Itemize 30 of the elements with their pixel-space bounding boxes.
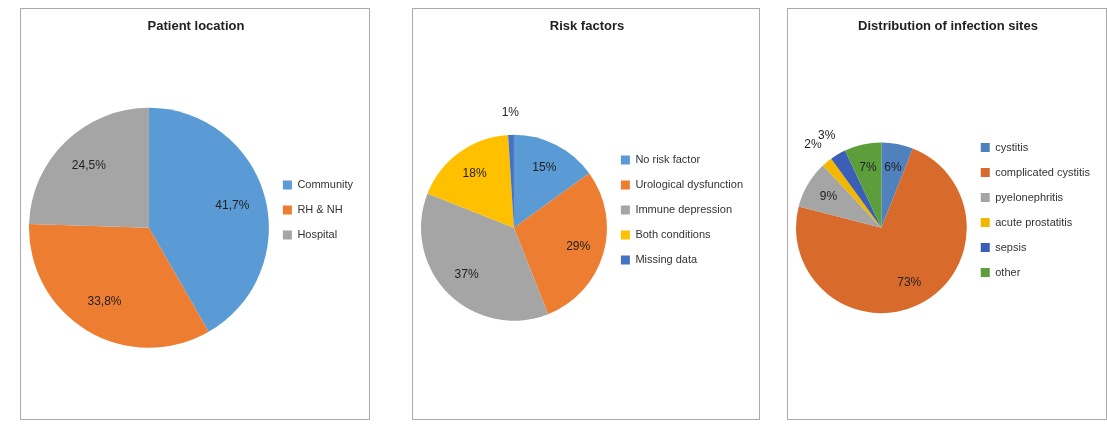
data-label: 41,7%: [215, 197, 250, 212]
data-label: 6%: [884, 159, 902, 174]
data-label: 37%: [454, 267, 479, 282]
legend-label: No risk factor: [635, 153, 701, 166]
chart-title: Patient location: [147, 18, 245, 34]
data-label: 7%: [859, 160, 877, 175]
data-label: 9%: [819, 188, 838, 203]
data-label: 29%: [566, 238, 591, 253]
legend-label: Hospital: [297, 228, 338, 241]
legend-label: other: [995, 265, 1021, 278]
legend-label: RH & NH: [297, 203, 343, 216]
data-label: 24,5%: [71, 158, 107, 173]
chart-title: Distribution of infection sites: [858, 18, 1038, 34]
data-label: 3%: [818, 127, 836, 142]
legend-label: complicated cystitis: [995, 165, 1091, 178]
legend-label: sepsis: [995, 240, 1027, 253]
data-label: 1%: [501, 105, 520, 120]
legend-label: acute prostatitis: [995, 215, 1073, 228]
legend-label: pyelonephritis: [995, 190, 1064, 203]
legend-label: cystitis: [995, 140, 1029, 153]
legend-label: Both conditions: [635, 228, 712, 241]
legend-label: Immune depression: [635, 203, 732, 216]
chart-title: Risk factors: [549, 18, 625, 34]
data-label: 15%: [532, 160, 557, 175]
data-label: 33,8%: [87, 294, 122, 309]
data-label: 73%: [897, 274, 922, 289]
legend-label: Missing data: [635, 253, 699, 266]
data-label: 18%: [462, 165, 487, 180]
legend-label: Urological dysfunction: [635, 178, 744, 191]
legend-label: Community: [297, 178, 354, 191]
